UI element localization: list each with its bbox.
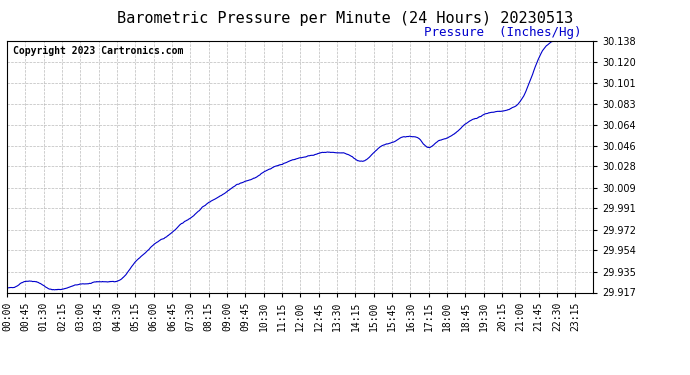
Text: Pressure  (Inches/Hg): Pressure (Inches/Hg) xyxy=(424,26,582,39)
Text: Barometric Pressure per Minute (24 Hours) 20230513: Barometric Pressure per Minute (24 Hours… xyxy=(117,11,573,26)
Text: Copyright 2023 Cartronics.com: Copyright 2023 Cartronics.com xyxy=(13,46,183,56)
